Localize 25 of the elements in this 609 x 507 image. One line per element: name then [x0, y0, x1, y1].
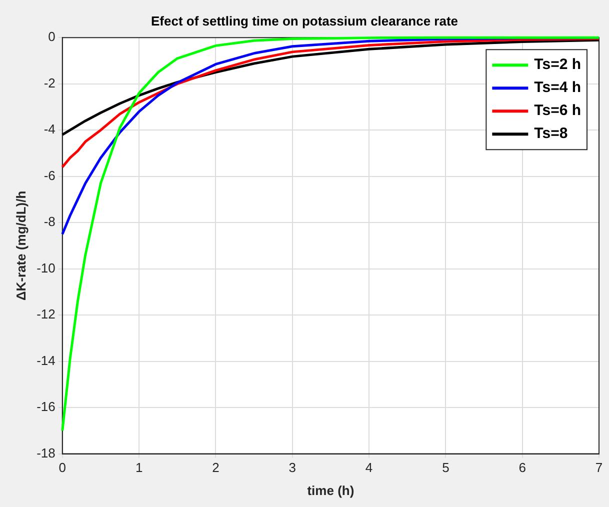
x-tick-label: 1 [135, 460, 143, 476]
y-tick-label: -2 [44, 75, 56, 90]
y-axis-title: ΔK-rate (mg/dL)/h [13, 190, 28, 301]
y-tick-label: -16 [36, 399, 56, 414]
y-tick-label: -18 [36, 445, 56, 460]
legend-label: Ts=4 h [534, 79, 582, 96]
y-tick-label: -14 [36, 352, 56, 368]
chart-title: Efect of settling time on potassium clearance rate [150, 13, 458, 28]
x-tick-label: 0 [58, 460, 66, 476]
x-tick-label: 6 [518, 460, 526, 476]
x-axis-title: time (h) [307, 482, 354, 498]
y-tick-label: -8 [44, 214, 56, 230]
x-tick-label: 5 [442, 460, 450, 476]
x-tick-label: 4 [365, 460, 373, 476]
y-tick-label: -12 [36, 306, 56, 322]
y-tick-label: 0 [48, 29, 56, 44]
x-tick-label: 3 [288, 460, 296, 476]
y-tick-label: -4 [44, 122, 56, 137]
y-tick-label: -10 [36, 260, 56, 276]
x-tick-label: 7 [595, 460, 603, 476]
x-tick-label: 2 [212, 460, 220, 476]
legend-label: Ts=8 [534, 125, 568, 142]
legend-label: Ts=6 h [534, 102, 582, 120]
legend-label: Ts=2 h [534, 56, 582, 74]
y-tick-label: -6 [44, 168, 56, 183]
